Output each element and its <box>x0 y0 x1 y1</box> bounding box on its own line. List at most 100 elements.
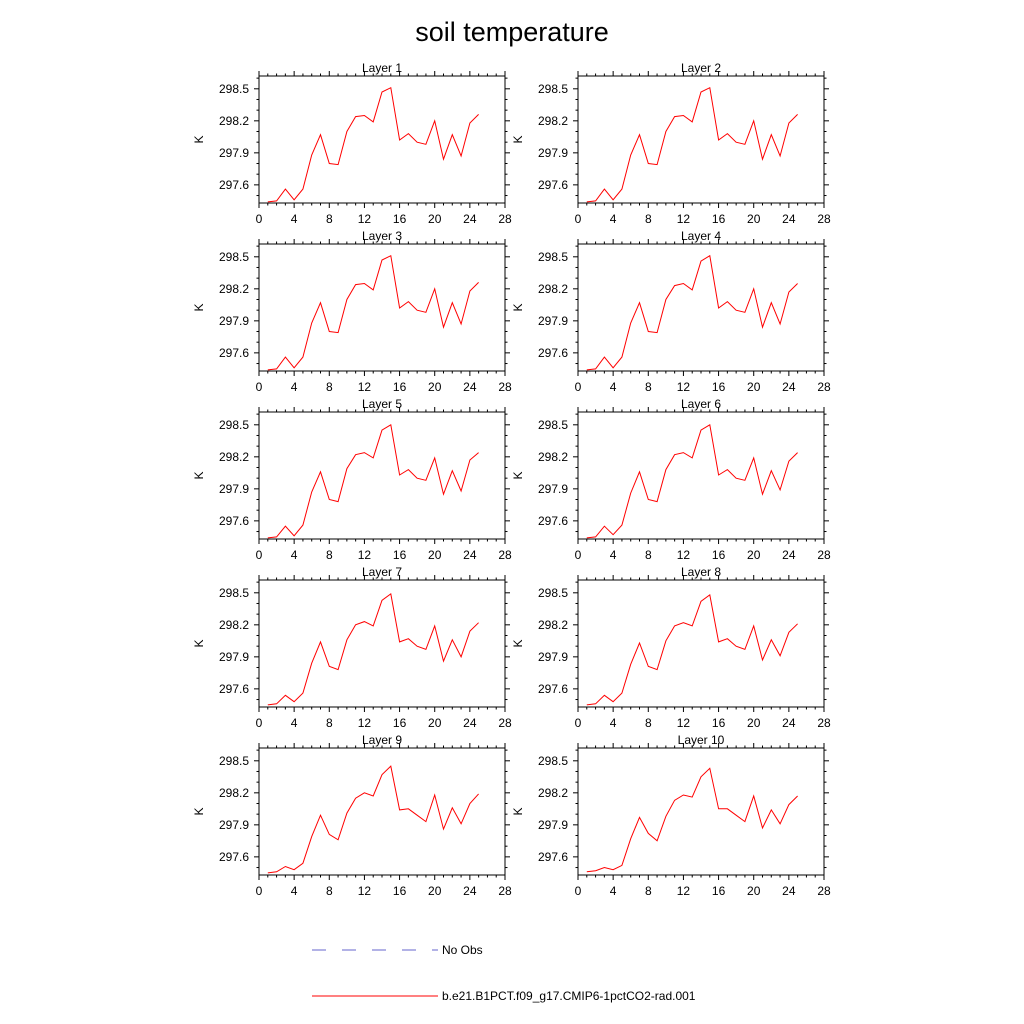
x-tick-label: 0 <box>256 380 263 394</box>
x-tick-label: 24 <box>782 548 796 562</box>
x-tick-label: 24 <box>782 884 796 898</box>
x-tick-label: 0 <box>575 716 582 730</box>
y-tick-label: 297.9 <box>538 650 568 664</box>
panel-10: Layer 10 0 4 8 12 16 20 24 28 297.6 297.9 298.2 298.… <box>511 733 831 898</box>
series-line <box>267 593 479 706</box>
x-tick-label: 4 <box>291 548 298 562</box>
y-tick-label: 298.5 <box>538 82 568 96</box>
y-axis-label: K <box>511 135 525 143</box>
series-line <box>267 254 479 371</box>
x-tick-label: 20 <box>747 884 761 898</box>
y-axis-label: K <box>511 807 525 815</box>
panel-5: Layer 5 0 4 8 12 16 20 24 28 297.6 297.9 298.2 298.5… <box>192 397 512 562</box>
x-tick-label: 16 <box>393 548 407 562</box>
y-tick-label: 297.9 <box>538 314 568 328</box>
x-tick-label: 28 <box>817 212 831 226</box>
y-tick-label: 297.6 <box>538 850 568 864</box>
plot-frame <box>258 75 506 204</box>
x-tick-label: 12 <box>358 212 372 226</box>
x-tick-label: 16 <box>712 884 726 898</box>
x-tick-label: 12 <box>358 380 372 394</box>
plot-frame <box>577 579 825 708</box>
panel-title: Layer 7 <box>362 565 402 579</box>
y-axis-label: K <box>192 639 206 647</box>
y-axis-label: K <box>192 135 206 143</box>
x-tick-label: 28 <box>498 212 512 226</box>
y-tick-label: 297.9 <box>219 482 249 496</box>
y-axis-label: K <box>192 807 206 815</box>
panel-title: Layer 3 <box>362 229 402 243</box>
x-tick-label: 4 <box>291 380 298 394</box>
x-tick-label: 16 <box>393 380 407 394</box>
series-line <box>586 594 798 706</box>
y-tick-label: 298.2 <box>538 282 568 296</box>
x-tick-label: 8 <box>645 884 652 898</box>
x-tick-label: 12 <box>677 380 691 394</box>
x-tick-label: 20 <box>747 380 761 394</box>
panel-title: Layer 6 <box>681 397 721 411</box>
y-tick-label: 297.9 <box>538 146 568 160</box>
y-tick-label: 297.6 <box>538 682 568 696</box>
panel-title: Layer 5 <box>362 397 402 411</box>
x-tick-label: 12 <box>677 548 691 562</box>
series-line <box>267 423 479 539</box>
x-tick-label: 24 <box>463 716 477 730</box>
x-tick-label: 8 <box>326 884 333 898</box>
y-axis-label: K <box>192 303 206 311</box>
y-tick-label: 298.2 <box>538 114 568 128</box>
y-tick-label: 297.6 <box>219 346 249 360</box>
x-tick-label: 12 <box>358 716 372 730</box>
panel-title: Layer 10 <box>678 733 725 747</box>
x-tick-label: 4 <box>291 716 298 730</box>
panel-title: Layer 8 <box>681 565 721 579</box>
x-tick-label: 24 <box>463 548 477 562</box>
y-tick-label: 297.6 <box>538 346 568 360</box>
y-tick-label: 297.6 <box>219 514 249 528</box>
series-line <box>586 86 798 203</box>
y-tick-label: 297.6 <box>219 682 249 696</box>
y-tick-label: 297.9 <box>219 818 249 832</box>
x-tick-label: 0 <box>256 212 263 226</box>
x-tick-label: 24 <box>782 380 796 394</box>
plot-frame <box>258 243 506 372</box>
x-tick-label: 4 <box>610 884 617 898</box>
series-line <box>586 254 798 371</box>
x-tick-label: 0 <box>575 548 582 562</box>
plot-frame <box>258 579 506 708</box>
panel-3: Layer 3 0 4 8 12 16 20 24 28 297.6 297.9 298.2 298.5… <box>192 229 512 394</box>
plot-frame <box>577 243 825 372</box>
x-tick-label: 0 <box>256 884 263 898</box>
y-tick-label: 298.5 <box>219 82 249 96</box>
x-tick-label: 0 <box>575 212 582 226</box>
y-axis-label: K <box>511 471 525 479</box>
x-tick-label: 16 <box>712 212 726 226</box>
y-tick-label: 298.2 <box>538 450 568 464</box>
x-tick-label: 16 <box>393 716 407 730</box>
x-tick-label: 28 <box>817 716 831 730</box>
y-tick-label: 298.5 <box>219 754 249 768</box>
series-line <box>267 86 479 203</box>
x-tick-label: 8 <box>645 212 652 226</box>
x-tick-label: 28 <box>498 884 512 898</box>
panel-title: Layer 4 <box>681 229 721 243</box>
x-tick-label: 12 <box>677 716 691 730</box>
series-line <box>586 767 798 873</box>
plot-frame <box>577 75 825 204</box>
legend: No Obs b.e21.B1PCT.f09_g17.CMIP6-1pctCO2-… <box>312 943 696 1003</box>
y-tick-label: 297.9 <box>219 146 249 160</box>
x-tick-label: 8 <box>326 380 333 394</box>
x-tick-label: 12 <box>358 884 372 898</box>
y-axis-label: K <box>511 639 525 647</box>
y-tick-label: 297.6 <box>538 514 568 528</box>
x-tick-label: 20 <box>428 716 442 730</box>
legend-entry: No Obs <box>312 943 483 957</box>
x-tick-label: 20 <box>428 548 442 562</box>
y-tick-label: 297.9 <box>538 482 568 496</box>
y-tick-label: 298.5 <box>538 250 568 264</box>
y-tick-label: 297.9 <box>538 818 568 832</box>
x-tick-label: 24 <box>463 380 477 394</box>
x-tick-label: 16 <box>393 884 407 898</box>
x-tick-label: 16 <box>712 548 726 562</box>
x-tick-label: 16 <box>393 212 407 226</box>
x-tick-label: 8 <box>326 548 333 562</box>
